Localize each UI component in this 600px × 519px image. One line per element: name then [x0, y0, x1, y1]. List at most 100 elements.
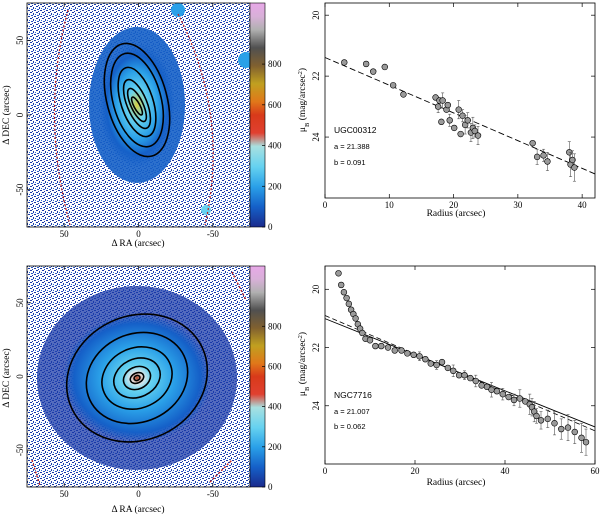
colorbar-tick-label: 400 [268, 402, 282, 412]
x-tick-label: 20 [411, 466, 421, 476]
colorbar-tick-label: 800 [268, 59, 282, 69]
data-point [478, 382, 485, 389]
data-point [472, 377, 479, 385]
data-point [510, 396, 518, 404]
data-point [438, 358, 446, 366]
data-point [370, 68, 377, 75]
data-points [341, 59, 578, 182]
star-source [201, 205, 211, 215]
data-point [529, 139, 536, 147]
object-label: NGC7716 [334, 390, 372, 400]
profile-panel-ugc00312: 0 10 20 30 40 20 22 24 Radius (arcsec) μB (mag/… [297, 2, 596, 219]
image-panel-ngc7716: 0 200 400 600 800 50 0 -50 -50 0 50 Δ RA (arcsec)… [1, 265, 282, 515]
y-axis-label: Δ DEC (arcsec) [1, 348, 12, 407]
colorbar-tick-label: 800 [268, 321, 282, 331]
data-point [404, 350, 411, 357]
data-point [564, 424, 572, 431]
x-tick-label: 50 [60, 489, 70, 499]
y-tick-label: 24 [311, 401, 321, 411]
data-point [569, 156, 576, 164]
data-point [488, 386, 495, 393]
colorbar-tick-label: 0 [268, 482, 273, 492]
colorbar-tick-label: 600 [268, 361, 282, 371]
x-tick-label: 0 [323, 200, 328, 210]
y-tick-label: 22 [311, 72, 321, 81]
plot-frame [324, 2, 596, 199]
data-point [427, 360, 434, 367]
plot-frame [324, 265, 596, 465]
axis-ticks: 0 10 20 30 40 20 22 24 [311, 3, 595, 210]
x-tick-label: 40 [501, 466, 511, 476]
y-tick-label: 22 [311, 343, 321, 352]
data-point [450, 367, 457, 375]
x-tick-label: 10 [385, 200, 395, 210]
data-point [340, 289, 348, 296]
fit-param-b: b = 0.091 [334, 158, 366, 167]
x-tick-label: -50 [207, 229, 219, 239]
data-point [378, 342, 385, 350]
mask-edge-right [177, 13, 214, 226]
data-point [558, 425, 565, 433]
data-points [335, 270, 590, 456]
data-point [457, 130, 464, 138]
profile-panel-ngc7716: 0 20 40 60 20 22 24 Radius (arcsec) μB (mag/ar… [297, 265, 600, 488]
x-tick-label: 20 [449, 200, 459, 210]
data-point [366, 337, 374, 344]
colorbar-tick-label: 400 [268, 141, 282, 151]
fit-param-b: b = 0.062 [334, 422, 366, 431]
data-point [400, 91, 407, 98]
data-point [381, 63, 388, 71]
data-point [537, 417, 545, 424]
star-source [171, 3, 185, 17]
y-tick-label: 20 [311, 10, 321, 20]
x-tick-label: 40 [578, 200, 588, 210]
data-point [410, 351, 417, 359]
fit-param-a: a = 21.388 [334, 142, 370, 151]
star-source [238, 52, 250, 68]
data-point [372, 342, 379, 350]
fit-param-a: a = 21.007 [334, 407, 370, 416]
data-point [544, 158, 551, 165]
data-point [582, 438, 590, 446]
colorbar-tick-label: 200 [268, 181, 282, 191]
data-point [446, 117, 453, 124]
y-tick-label: 50 [15, 298, 25, 308]
data-point [444, 364, 452, 372]
colorbar-tick-label: 200 [268, 442, 282, 452]
data-point [433, 361, 440, 369]
image-panel-ugc00312: 0 200 400 600 800 50 0 -50 -50 0 50 Δ RA (arcsec)… [1, 2, 282, 249]
data-point [533, 153, 541, 161]
svg-text:μB (mag/arcsec2): μB (mag/arcsec2) [297, 68, 311, 132]
data-point [455, 371, 463, 379]
galaxy-glow [99, 43, 175, 167]
x-tick-label: 50 [60, 229, 70, 239]
data-point [544, 415, 551, 423]
galaxy-glow [63, 314, 211, 442]
x-axis-label: Δ RA (arcsec) [111, 238, 164, 249]
axis-ticks: 0 20 40 60 20 22 24 [311, 266, 600, 476]
isophote-contours [103, 42, 171, 158]
y-tick-label: 0 [15, 374, 25, 379]
mask-edge-bottom [209, 459, 233, 483]
data-point [438, 118, 445, 126]
data-point [343, 294, 350, 302]
data-point [439, 97, 446, 104]
colorbar-ticks: 0 200 400 600 800 [262, 321, 282, 492]
data-point [422, 355, 429, 363]
data-point [451, 124, 458, 132]
y-tick-label: 24 [311, 132, 321, 142]
data-point [341, 59, 348, 66]
image-axis-ticks: 50 0 -50 -50 0 50 [15, 3, 219, 239]
x-tick-label: -50 [207, 489, 219, 499]
data-point [471, 127, 478, 135]
svg-text:μB (mag/arcsec2): μB (mag/arcsec2) [297, 332, 311, 396]
data-point [359, 329, 366, 337]
y-tick-label: 20 [311, 284, 321, 294]
data-point [391, 347, 398, 354]
data-point [522, 398, 529, 405]
x-axis-label: Radius (arcsec) [427, 208, 486, 219]
x-axis-label: Δ RA (arcsec) [111, 504, 164, 515]
y-tick-label: 50 [15, 35, 25, 45]
mask-edge-left [53, 9, 71, 226]
